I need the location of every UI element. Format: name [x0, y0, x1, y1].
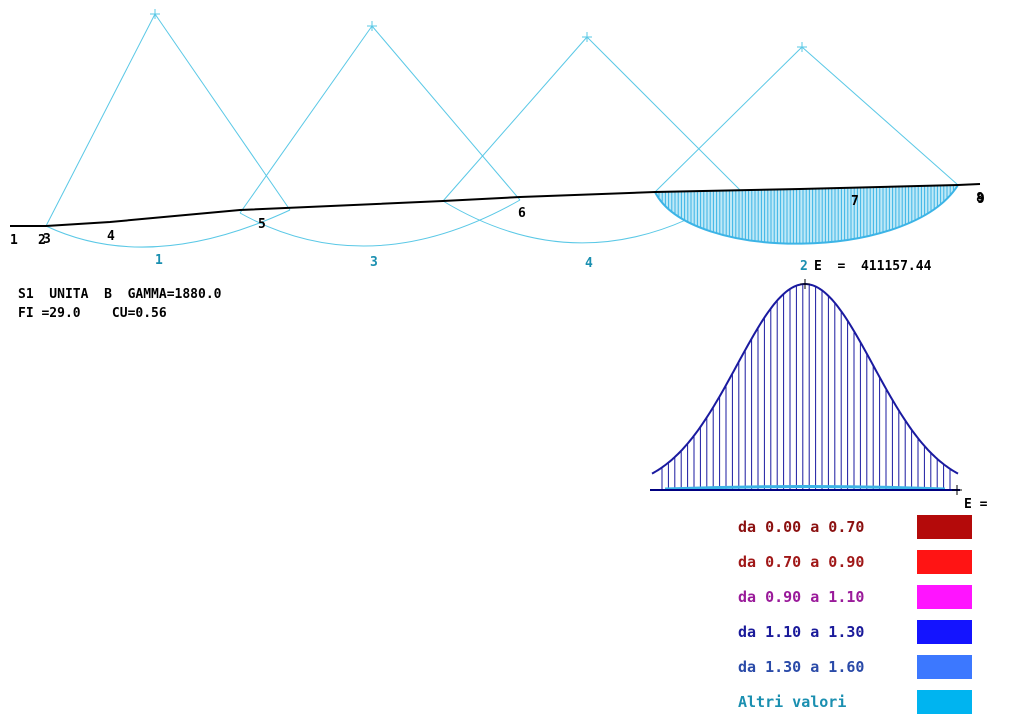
legend-label-0: da 0.00 a 0.70	[738, 518, 864, 536]
energy-curve-plot: E =	[650, 279, 988, 512]
point-label-5: 5	[258, 217, 266, 232]
surface-label-1: 1	[155, 253, 163, 268]
legend-swatch-3	[917, 620, 972, 644]
legend-swatch-2	[917, 585, 972, 609]
ground-profile	[10, 183, 981, 227]
surface-label-3: 3	[370, 255, 378, 270]
legend-label-3: da 1.10 a 1.30	[738, 623, 864, 641]
surface-labels: 1 3 4 2	[155, 253, 808, 274]
safety-factor-legend: da 0.00 a 0.70 da 0.70 a 0.90 da 0.90 a 1.…	[738, 515, 972, 714]
legend-swatch-5	[917, 690, 972, 714]
legend-label-5: Altri valori	[738, 693, 846, 711]
soil-info: S1 UNITA B GAMMA=1880.0 FI =29.0 CU=0.56	[18, 287, 222, 321]
point-label-4: 4	[107, 229, 115, 244]
legend-swatch-1	[917, 550, 972, 574]
profile-point-labels: 1 2 3 4 5 6 7 8 9	[10, 191, 985, 248]
point-label-2: 2	[38, 233, 46, 248]
point-label-3: 3	[43, 232, 51, 247]
legend-label-1: da 0.70 a 0.90	[738, 553, 864, 571]
point-label-9: 9	[977, 192, 985, 207]
slip-circle-2	[654, 42, 959, 193]
inner-curve	[664, 485, 946, 491]
soil-info-line2: FI =29.0 CU=0.56	[18, 306, 167, 321]
surface-label-2: 2	[800, 259, 808, 274]
surface-label-4: 4	[585, 256, 593, 271]
point-label-8: 8	[976, 191, 984, 206]
point-label-6: 6	[518, 206, 526, 221]
soil-info-line1: S1 UNITA B GAMMA=1880.0	[18, 287, 222, 302]
legend-label-2: da 0.90 a 1.10	[738, 588, 864, 606]
energy-value: E = 411157.44	[814, 259, 932, 274]
legend-swatch-0	[917, 515, 972, 539]
point-label-7: 7	[851, 194, 859, 209]
legend-label-4: da 1.30 a 1.60	[738, 658, 864, 676]
critical-slip-mass	[654, 184, 959, 245]
energy-axis-label: E =	[964, 497, 988, 512]
slip-circle-3	[239, 21, 521, 247]
point-label-1: 1	[10, 233, 18, 248]
slip-circle-1	[45, 9, 291, 248]
legend-swatch-4	[917, 655, 972, 679]
